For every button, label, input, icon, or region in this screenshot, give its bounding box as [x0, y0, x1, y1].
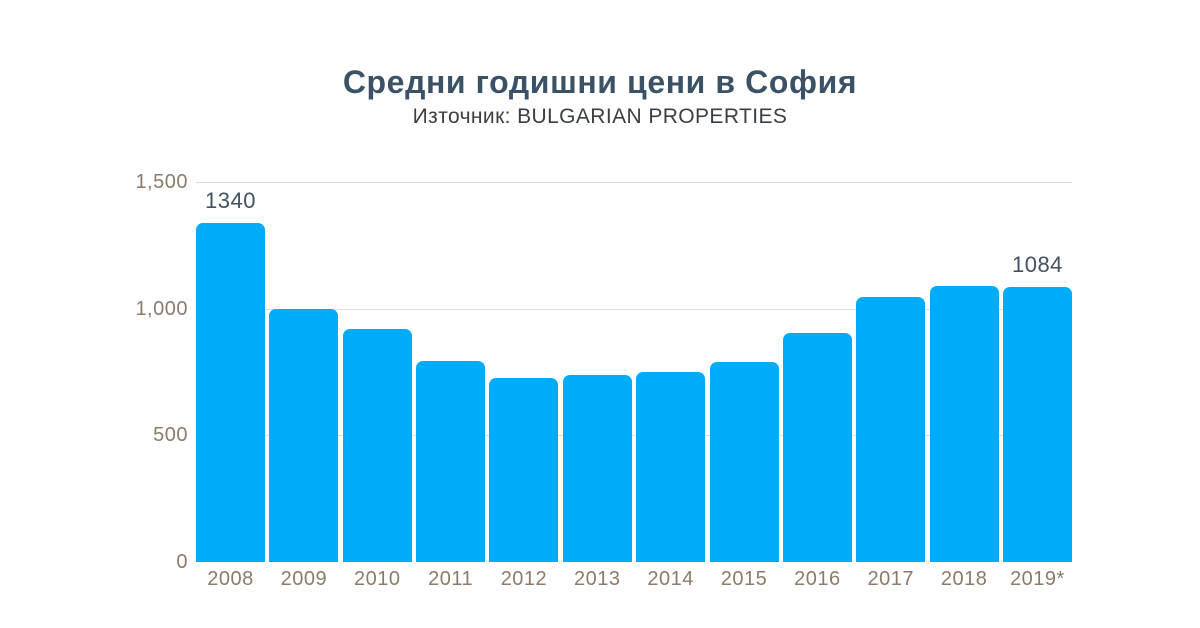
x-axis-label-2018: 2018	[940, 568, 988, 590]
bar-2016	[782, 332, 852, 562]
y-tick-label-1000: 1,000	[135, 297, 188, 320]
bar-slot-2019*: 1084 2019*	[1002, 182, 1072, 590]
bar-2012	[489, 378, 559, 562]
bars-container: 1340 2008 2009 2010 2011 2012 2013 2014 2015 2016…	[196, 182, 1072, 590]
x-axis-label-2014: 2014	[647, 568, 694, 590]
gridline-1500	[196, 182, 1072, 183]
y-tick-label-0: 0	[176, 551, 188, 573]
x-axis-label-2015: 2015	[720, 568, 768, 590]
x-axis-label-2017: 2017	[867, 568, 914, 590]
bar-slot-2017: 2017	[856, 182, 926, 590]
bar-value-label-2008: 1340	[205, 187, 256, 213]
x-axis-label-2012: 2012	[500, 568, 548, 590]
bar-slot-2011: 2011	[416, 182, 486, 590]
bar-slot-2014: 2014	[636, 182, 706, 590]
x-axis-label-2010: 2010	[353, 568, 401, 590]
y-axis: 0 500 1,000 1,500	[0, 171, 188, 573]
bar-value-label-2019*: 1084	[1011, 252, 1063, 278]
chart-subtitle: Източник: BULGARIAN PROPERTIES	[412, 105, 788, 128]
x-axis-label-2013: 2013	[574, 568, 621, 590]
y-tick-label-500: 500	[153, 424, 188, 447]
bar-2014	[636, 372, 706, 562]
gridline-1000	[196, 308, 1072, 310]
x-axis-label-2019*: 2019*	[1010, 568, 1065, 590]
bar-2008	[196, 222, 265, 562]
bar-slot-2015: 2015	[709, 182, 779, 590]
bar-slot-2016: 2016	[782, 182, 852, 590]
bar-chart: 1340 2008 2009 2010 2011 2012 2013 2014 2015 2016…	[196, 182, 1072, 590]
bar-2018	[929, 285, 999, 562]
bar-2011	[416, 360, 486, 562]
y-tick-label-1500: 1,500	[135, 171, 188, 193]
bar-slot-2013: 2013	[562, 182, 632, 590]
bar-slot-2018: 2018	[929, 182, 999, 590]
bar-slot-2009: 2009	[269, 182, 339, 590]
bar-slot-2012: 2012	[489, 182, 559, 590]
bar-2010	[342, 328, 412, 562]
bar-2013	[562, 374, 632, 562]
chart-title: Средни годишни цени в София	[342, 64, 858, 100]
x-axis-label-2008: 2008	[207, 568, 254, 590]
bar-slot-2008: 1340 2008	[196, 182, 265, 590]
x-axis-label-2009: 2009	[280, 568, 328, 590]
bar-2017	[856, 297, 926, 562]
bar-2009	[269, 308, 339, 562]
bar-2015	[709, 361, 779, 562]
x-axis-label-2016: 2016	[794, 568, 841, 590]
x-axis-label-2011: 2011	[428, 568, 474, 590]
bar-slot-2010: 2010	[342, 182, 412, 590]
bar-2019*	[1002, 287, 1072, 562]
gridline-500	[196, 435, 1072, 437]
